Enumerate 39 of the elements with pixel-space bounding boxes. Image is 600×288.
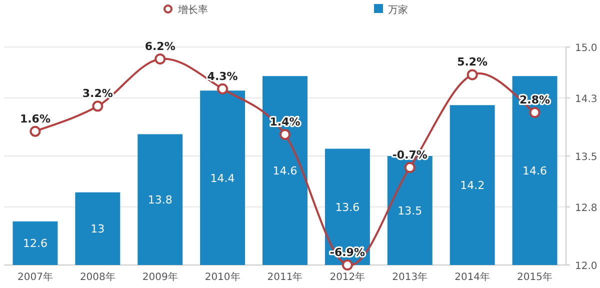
legend-label: 万家 bbox=[388, 4, 408, 16]
data-label: 13.6 bbox=[335, 200, 360, 214]
data-label: 5.2% bbox=[457, 56, 488, 69]
point bbox=[30, 126, 41, 137]
x-tick-label: 2014年 bbox=[454, 271, 490, 283]
data-label: 1.6% bbox=[20, 112, 50, 126]
point bbox=[217, 83, 228, 94]
x-tick-label: 2009年 bbox=[142, 271, 178, 283]
data-label: 14.4 bbox=[210, 172, 235, 185]
point bbox=[404, 162, 416, 174]
x-tick-label: 2011年 bbox=[267, 271, 303, 283]
data-label: 14.6 bbox=[272, 164, 298, 178]
data-label: 13.8 bbox=[148, 194, 172, 207]
x-tick-label: 2007年 bbox=[17, 271, 53, 283]
x-tick-label: 2012年 bbox=[330, 271, 366, 283]
point bbox=[529, 106, 540, 118]
point bbox=[154, 54, 166, 64]
y2-tick-label: 12.0 bbox=[575, 261, 598, 272]
point bbox=[466, 69, 478, 80]
y2-tick-label: 14.3 bbox=[575, 94, 598, 105]
point bbox=[342, 260, 353, 270]
x-tick-label: 2015年 bbox=[517, 271, 553, 283]
data-label: 3.2% bbox=[82, 87, 113, 100]
x-tick-label: 2013年 bbox=[392, 271, 428, 283]
data-label: 14.6 bbox=[522, 164, 548, 178]
data-label: 13.5 bbox=[398, 204, 422, 218]
x-tick-label: 2008年 bbox=[80, 271, 116, 283]
data-label: 14.2 bbox=[460, 179, 485, 192]
data-label: 12.6 bbox=[22, 237, 48, 250]
y2-tick-label: 12.8 bbox=[575, 202, 598, 214]
point bbox=[280, 128, 290, 140]
data-label: 6.2% bbox=[144, 40, 176, 53]
x-tick-label: 2010年 bbox=[204, 271, 240, 283]
data-label: 13 bbox=[90, 222, 105, 236]
data-label: 4.3% bbox=[207, 70, 238, 83]
legend-label: 增长率 bbox=[177, 4, 208, 16]
y2-tick-label: 13.5 bbox=[575, 152, 598, 163]
point bbox=[92, 100, 104, 112]
y2-tick-label: 15.0 bbox=[575, 43, 598, 54]
